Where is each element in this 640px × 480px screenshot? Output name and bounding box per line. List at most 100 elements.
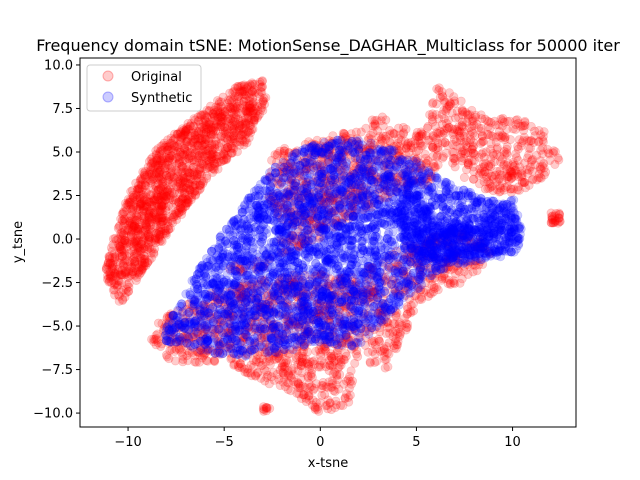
data-point	[249, 106, 259, 116]
data-point	[190, 169, 200, 179]
data-point	[258, 106, 268, 116]
data-point	[163, 157, 173, 167]
data-point	[139, 212, 149, 222]
data-point	[126, 204, 136, 214]
data-point	[196, 111, 206, 121]
data-point	[127, 246, 137, 256]
data-point	[120, 267, 130, 277]
data-point	[456, 96, 466, 106]
data-point	[236, 130, 246, 140]
data-point	[152, 221, 162, 231]
data-point	[173, 197, 183, 207]
data-point	[147, 244, 157, 254]
data-point	[178, 131, 188, 141]
data-point	[134, 259, 144, 269]
data-point	[199, 176, 209, 186]
data-point	[114, 239, 124, 249]
data-point	[167, 216, 177, 226]
data-point	[182, 158, 192, 168]
data-point	[177, 186, 187, 196]
data-point	[461, 107, 471, 117]
data-point	[194, 151, 204, 161]
data-point	[176, 202, 186, 212]
data-point	[177, 132, 187, 142]
data-point	[154, 229, 164, 239]
data-point	[181, 183, 191, 193]
data-point	[161, 153, 171, 163]
data-point	[163, 186, 173, 196]
data-point	[463, 160, 473, 170]
data-point	[169, 134, 179, 144]
data-point	[232, 128, 242, 138]
data-point	[154, 179, 164, 189]
plot-area	[79, 57, 577, 428]
data-point	[159, 138, 169, 148]
data-point	[230, 117, 240, 127]
data-point	[190, 190, 200, 200]
data-point	[423, 156, 433, 166]
data-point	[137, 180, 147, 190]
data-point	[227, 148, 237, 158]
data-point	[147, 216, 157, 226]
data-point	[124, 271, 134, 281]
data-point	[184, 198, 194, 208]
data-point	[161, 191, 171, 201]
data-point	[184, 185, 194, 195]
data-point	[192, 173, 202, 183]
data-point	[161, 184, 171, 194]
data-point	[278, 367, 288, 377]
data-point	[148, 163, 158, 173]
data-point	[287, 366, 297, 376]
data-point	[240, 130, 250, 140]
data-point	[180, 150, 190, 160]
data-point	[154, 185, 164, 195]
data-point	[249, 117, 259, 127]
data-point	[126, 187, 136, 197]
data-point	[149, 185, 159, 195]
data-point	[191, 176, 201, 186]
data-point	[248, 109, 258, 119]
data-point	[147, 212, 157, 222]
data-point	[114, 252, 124, 262]
data-point	[191, 357, 201, 367]
data-point	[238, 136, 248, 146]
data-point	[235, 103, 245, 113]
data-point	[128, 214, 138, 224]
data-point	[135, 176, 145, 186]
data-point	[165, 153, 175, 163]
data-point	[158, 177, 168, 187]
data-point	[205, 159, 215, 169]
data-point	[174, 208, 184, 218]
data-point	[259, 99, 269, 109]
data-point	[123, 286, 133, 296]
data-point	[202, 112, 212, 122]
data-point	[437, 129, 447, 139]
data-point	[152, 214, 162, 224]
data-point	[196, 126, 206, 136]
data-point	[181, 145, 191, 155]
data-point	[238, 100, 248, 110]
data-point	[379, 343, 389, 353]
data-point	[164, 224, 174, 234]
data-point	[179, 143, 189, 153]
data-point	[147, 176, 157, 186]
data-point	[183, 178, 193, 188]
data-point	[108, 240, 118, 250]
data-point	[495, 157, 505, 167]
data-point	[110, 264, 120, 274]
data-point	[192, 171, 202, 181]
data-point	[200, 135, 210, 145]
data-point	[502, 148, 512, 158]
data-point	[234, 87, 244, 97]
data-point	[222, 125, 232, 135]
data-point	[444, 101, 454, 111]
data-point	[131, 267, 141, 277]
data-point	[251, 108, 261, 118]
data-point	[239, 85, 249, 95]
data-point	[107, 261, 117, 271]
data-point	[391, 344, 401, 354]
data-point	[196, 119, 206, 129]
data-point	[161, 141, 171, 151]
data-point	[129, 254, 139, 264]
data-point	[182, 351, 192, 361]
